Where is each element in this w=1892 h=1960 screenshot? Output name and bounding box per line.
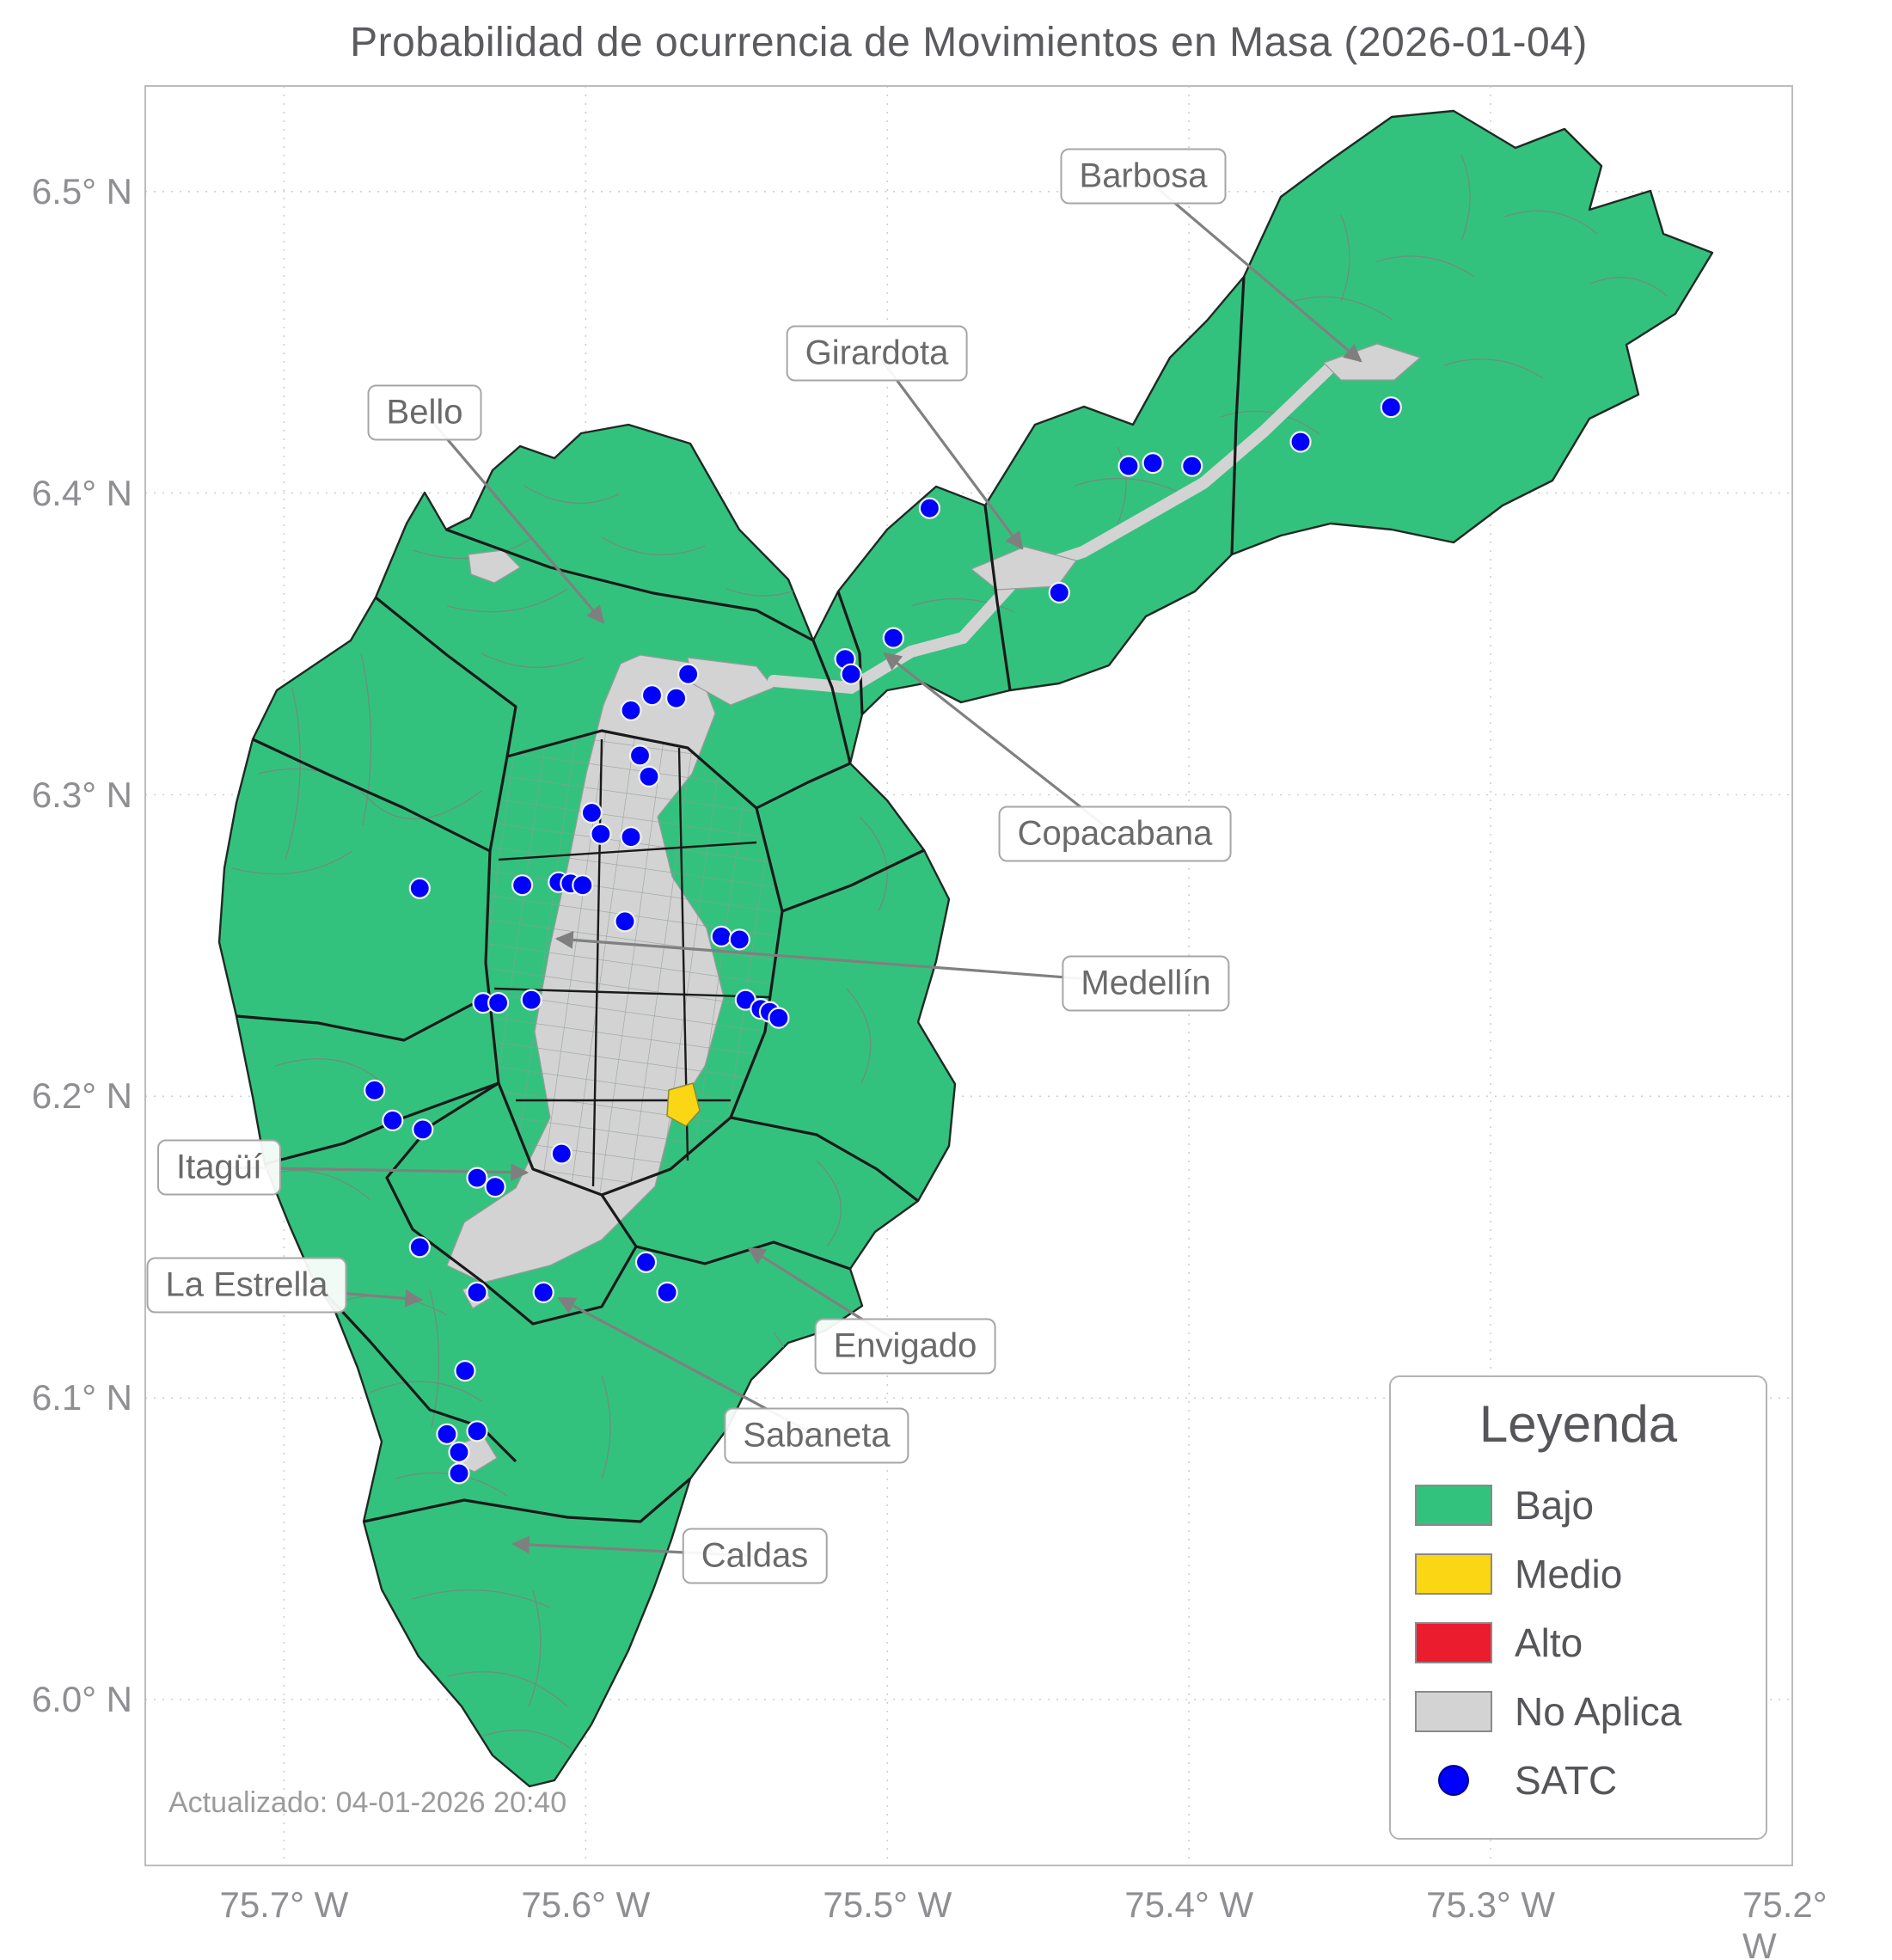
satc-dot	[382, 1109, 404, 1132]
annotation-label-la-estrella: La Estrella	[146, 1257, 347, 1314]
annotation-arrow-medellin	[554, 931, 1147, 985]
y-tick-label: 6.0° N	[31, 1679, 132, 1719]
annotation-label-girardota: Girardota	[786, 325, 968, 382]
annotation-label-bello: Bello	[367, 384, 482, 441]
annotation-label-copacabana: Copacabana	[998, 805, 1232, 862]
region-map	[217, 109, 1714, 1788]
x-tick-label: 75.4° W	[1124, 1884, 1254, 1925]
satc-dot	[1181, 455, 1203, 477]
legend-row-medio: Medio	[1415, 1540, 1742, 1608]
satc-dot	[840, 663, 862, 685]
satc-dot	[614, 910, 636, 933]
x-tick-label: 75.2° W	[1742, 1884, 1828, 1960]
updated-timestamp: Actualizado: 04-01-2026 20:40	[168, 1786, 567, 1819]
satc-dot	[550, 1142, 572, 1165]
region-outline-bajo	[217, 109, 1714, 1788]
satc-dot	[484, 1175, 506, 1198]
barrio-grid-texture	[486, 731, 782, 1195]
legend-row-satc: SATC	[1415, 1746, 1742, 1815]
satc-dot	[466, 1281, 488, 1304]
legend-label: No Aplica	[1515, 1689, 1682, 1734]
annotation-label-caldas: Caldas	[682, 1528, 828, 1584]
legend-dot-icon	[1438, 1765, 1469, 1796]
annotation-label-sabaneta: Sabaneta	[724, 1407, 909, 1464]
x-tick-label: 75.6° W	[521, 1884, 651, 1925]
satc-dot	[1048, 581, 1070, 604]
satc-dot	[448, 1441, 470, 1463]
y-tick-label: 6.4° N	[31, 472, 132, 513]
satc-dot	[466, 1420, 488, 1442]
satc-dot	[640, 684, 664, 707]
satc-dot	[634, 1251, 658, 1273]
legend-label: Medio	[1515, 1552, 1623, 1596]
annotation-arrow-bello	[423, 411, 605, 624]
legend-row-bajo: Bajo	[1415, 1471, 1742, 1540]
legend: Leyenda Bajo Medio Alto No Aplica SATC	[1389, 1375, 1767, 1840]
satc-dot	[768, 1007, 790, 1029]
satc-dot	[664, 687, 688, 709]
legend-swatch	[1415, 1553, 1492, 1595]
satc-dot	[1380, 396, 1402, 419]
annotation-label-itagui: Itagüí	[156, 1139, 282, 1196]
satc-dot	[511, 874, 534, 897]
x-tick-label: 75.3° W	[1426, 1884, 1556, 1925]
satc-dot	[364, 1079, 386, 1101]
x-tick-label: 75.7° W	[219, 1884, 349, 1925]
legend-label: SATC	[1515, 1758, 1618, 1803]
satc-dot	[620, 825, 642, 848]
legend-items: Bajo Medio Alto No Aplica SATC	[1415, 1471, 1742, 1815]
y-tick-label: 6.1° N	[31, 1377, 132, 1418]
satc-dot	[412, 1118, 434, 1141]
satc-dot	[918, 497, 941, 519]
legend-row-alto: Alto	[1415, 1608, 1742, 1677]
satc-dots-layer	[364, 396, 1402, 1485]
satc-dot	[590, 823, 612, 845]
satc-dot	[408, 877, 431, 899]
legend-label: Alto	[1515, 1620, 1583, 1665]
satc-dot	[448, 1462, 470, 1485]
satc-dot	[532, 1281, 554, 1304]
satc-dot	[466, 1167, 488, 1189]
annotation-label-barbosa: Barbosa	[1060, 148, 1227, 205]
legend-label: Bajo	[1515, 1483, 1595, 1528]
satc-dot	[1117, 455, 1140, 477]
x-tick-label: 75.5° W	[823, 1884, 952, 1925]
plot-frame	[144, 85, 1793, 1866]
y-tick-label: 6.5° N	[31, 170, 132, 211]
satc-dot	[620, 699, 642, 721]
annotation-arrow-barbosa	[1142, 175, 1362, 363]
satc-dot	[580, 801, 603, 824]
satc-dot	[882, 627, 904, 649]
annotation-arrow-girardota	[875, 352, 1024, 550]
legend-row-no-aplica: No Aplica	[1415, 1677, 1742, 1746]
page-title: Probabilidad de ocurrencia de Movimiento…	[350, 20, 1588, 65]
annotation-label-medellin: Medellín	[1062, 955, 1230, 1012]
satc-dot	[572, 874, 594, 897]
satc-dot	[487, 991, 510, 1014]
annotation-label-envigado: Envigado	[814, 1318, 996, 1375]
satc-dot	[454, 1359, 476, 1382]
legend-swatch	[1415, 1691, 1492, 1732]
satc-dot	[728, 928, 750, 951]
satc-dot	[1142, 451, 1164, 475]
legend-swatch	[1415, 1485, 1492, 1526]
satc-dot	[520, 989, 542, 1011]
satc-dot	[656, 1281, 678, 1304]
legend-title: Leyenda	[1479, 1395, 1678, 1453]
legend-swatch	[1415, 1622, 1492, 1663]
y-tick-label: 6.2° N	[31, 1075, 132, 1117]
medio-risk-zone	[666, 1082, 701, 1127]
annotation-arrow-copacabana	[883, 652, 1116, 836]
satc-dot	[638, 765, 660, 788]
satc-dot	[436, 1423, 458, 1445]
satc-dot	[628, 744, 652, 767]
y-tick-label: 6.3° N	[31, 774, 132, 815]
satc-dot	[1289, 431, 1312, 453]
satc-dot	[710, 925, 732, 948]
satc-dot	[677, 663, 700, 685]
satc-dot	[408, 1236, 431, 1259]
